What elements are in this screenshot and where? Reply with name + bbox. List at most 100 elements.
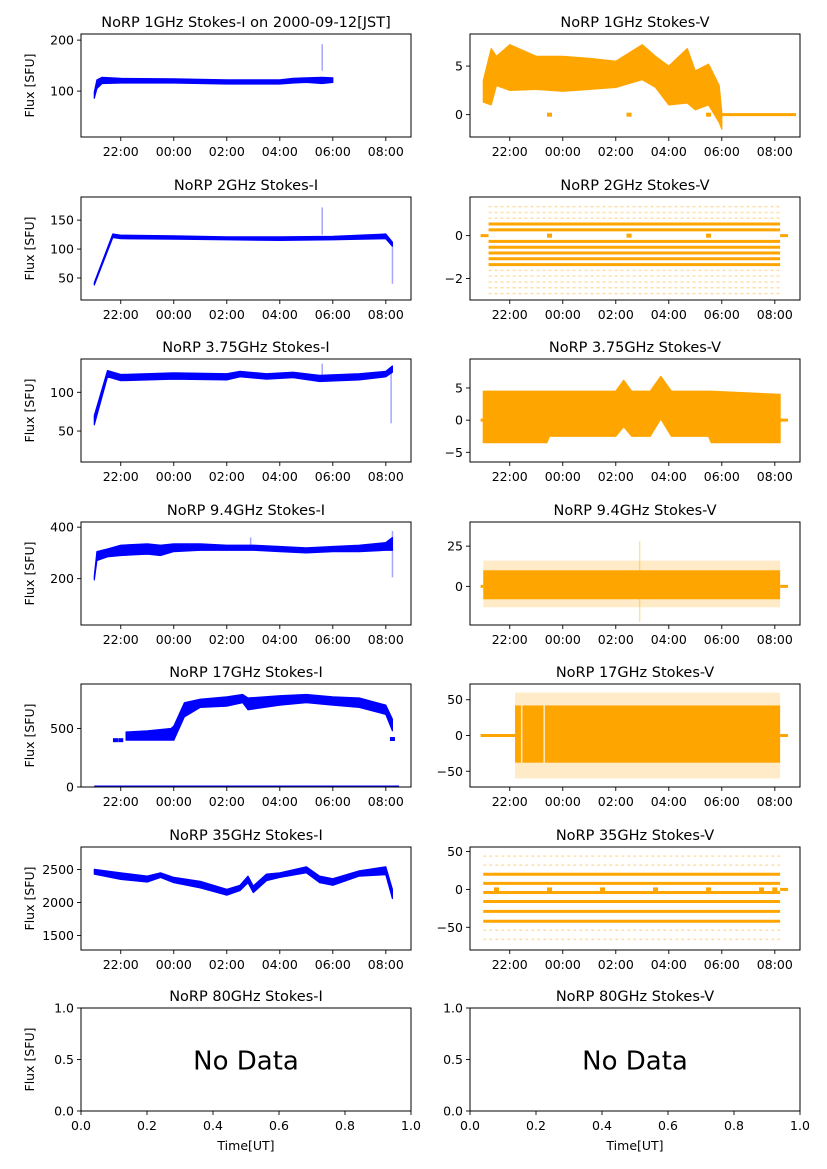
panel-v1: NoRP 1GHz Stokes-V 0 5 22:00 00:00 02:00 04:00…: [455, 15, 801, 159]
x-tick-label: 0.8: [724, 1118, 744, 1133]
axes-frame: [469, 196, 801, 301]
y-axis-label: Flux [SFU]: [22, 704, 37, 768]
data-point: [494, 887, 500, 892]
x-tick-label: 00:00: [156, 632, 192, 647]
data-band: [93, 536, 393, 581]
plot-area: [480, 205, 789, 295]
x-tick-label: 08:00: [757, 144, 793, 159]
x-tick-label: 04:00: [651, 794, 687, 809]
data-gap: [543, 705, 546, 763]
x-tick-label: 02:00: [209, 307, 245, 322]
y-tick-label: 50: [58, 424, 74, 439]
y-tick-label: −2: [445, 271, 463, 286]
x-tick-label: 06:00: [315, 794, 351, 809]
data-point: [626, 112, 632, 117]
x-tick-label: 02:00: [598, 469, 634, 484]
y-tick-label: 2000: [42, 895, 74, 910]
x-tick-label: 00:00: [156, 307, 192, 322]
data-band: [93, 233, 393, 286]
x-tick-label: 22:00: [492, 469, 528, 484]
x-tick-label: 0.6: [658, 1118, 678, 1133]
data-point: [772, 887, 778, 892]
plot-area: [480, 541, 789, 622]
x-tick-label: 04:00: [262, 632, 298, 647]
x-tick-label: 0.2: [137, 1118, 157, 1133]
panel-title: NoRP 9.4GHz Stokes-V: [554, 503, 717, 519]
x-tick-label: 08:00: [368, 794, 404, 809]
panel-i7: NoRP 80GHz Stokes-I 0.0 0.5 1.0 0.0 0.2 0.4 0.6…: [22, 989, 421, 1153]
plot-area: [480, 692, 789, 779]
x-tick-label: 0.2: [526, 1118, 546, 1133]
x-tick-label: 22:00: [492, 144, 528, 159]
series-stokes-v: [480, 692, 789, 779]
panel-v4: NoRP 9.4GHz Stokes-V 0 25 22:00 00:00 02:00 04…: [447, 503, 801, 647]
y-tick-label: 1.0: [54, 1001, 74, 1016]
panel-i4: NoRP 9.4GHz Stokes-I 200 400 22:00 00:00 02:0…: [22, 503, 412, 647]
x-tick-label: 04:00: [651, 307, 687, 322]
y-tick-label: 5: [455, 59, 463, 74]
x-tick-label: 22:00: [492, 794, 528, 809]
series-stokes-v: [480, 375, 789, 444]
x-tick-label: 22:00: [103, 469, 139, 484]
x-tick-label: 22:00: [492, 632, 528, 647]
x-tick-label: 04:00: [262, 307, 298, 322]
panel-v2: NoRP 2GHz Stokes-V −2 0 22:00 00:00 02:00 04:0…: [445, 178, 801, 322]
y-tick-label: 0: [455, 413, 463, 428]
series-stokes-v: [480, 205, 789, 295]
series-stokes-v: [482, 44, 797, 130]
y-axis-label: Flux [SFU]: [22, 379, 37, 443]
x-tick-label: 22:00: [103, 632, 139, 647]
plot-area: [93, 531, 394, 581]
x-tick-label: 1.0: [401, 1118, 421, 1133]
x-tick-label: 06:00: [704, 794, 740, 809]
x-tick-label: 0.0: [71, 1118, 91, 1133]
x-tick-label: 02:00: [209, 632, 245, 647]
x-tick-label: 00:00: [545, 307, 581, 322]
data-band: [125, 693, 393, 741]
x-tick-label: 02:00: [209, 144, 245, 159]
x-tick-label: 0.6: [269, 1118, 289, 1133]
x-tick-label: 00:00: [545, 632, 581, 647]
series-stokes-i: [93, 363, 393, 426]
x-tick-label: 1.0: [790, 1118, 810, 1133]
y-tick-label: −50: [437, 920, 463, 935]
axes-frame: [80, 683, 412, 788]
x-axis-label: Time[UT]: [605, 1138, 663, 1153]
x-tick-label: 08:00: [757, 632, 793, 647]
data-point: [547, 112, 553, 117]
x-tick-label: 22:00: [103, 794, 139, 809]
axes-frame: [469, 846, 801, 951]
y-tick-label: 0.5: [54, 1052, 74, 1067]
x-tick-label: 0.4: [203, 1118, 223, 1133]
panel-title: NoRP 2GHz Stokes-I: [174, 178, 318, 194]
x-tick-label: 0.0: [460, 1118, 480, 1133]
y-tick-label: 0.0: [54, 1104, 74, 1119]
x-tick-label: 00:00: [156, 144, 192, 159]
x-tick-label: 04:00: [651, 469, 687, 484]
x-tick-label: 0.4: [592, 1118, 612, 1133]
x-tick-label: 04:00: [651, 144, 687, 159]
plot-area: [93, 207, 394, 286]
panel-i6: NoRP 35GHz Stokes-I 1500 2000 2500 22:00 00:0…: [22, 828, 412, 972]
panel-title: NoRP 2GHz Stokes-V: [560, 178, 709, 194]
axes-frame: [80, 521, 412, 626]
series-stokes-i: [94, 693, 400, 787]
y-tick-label: 50: [447, 844, 463, 859]
y-tick-label: 0: [455, 107, 463, 122]
panel-title: NoRP 3.75GHz Stokes-V: [549, 340, 721, 356]
x-tick-label: 08:00: [368, 144, 404, 159]
data-point: [706, 887, 712, 892]
no-data-annotation: No Data: [193, 1047, 299, 1077]
x-tick-label: 02:00: [209, 794, 245, 809]
x-tick-label: 00:00: [545, 957, 581, 972]
panel-title: NoRP 80GHz Stokes-V: [556, 989, 714, 1005]
panel-title: NoRP 17GHz Stokes-I: [169, 665, 323, 681]
x-tick-label: 00:00: [156, 794, 192, 809]
panel-v3: NoRP 3.75GHz Stokes-V −5 0 5 22:00 00:00 02:00…: [445, 340, 801, 484]
y-axis-label: Flux [SFU]: [22, 217, 37, 281]
series-stokes-i: [93, 531, 394, 581]
plot-area: [93, 866, 393, 900]
x-tick-label: 06:00: [704, 307, 740, 322]
x-tick-label: 06:00: [704, 144, 740, 159]
x-tick-label: 06:00: [315, 144, 351, 159]
